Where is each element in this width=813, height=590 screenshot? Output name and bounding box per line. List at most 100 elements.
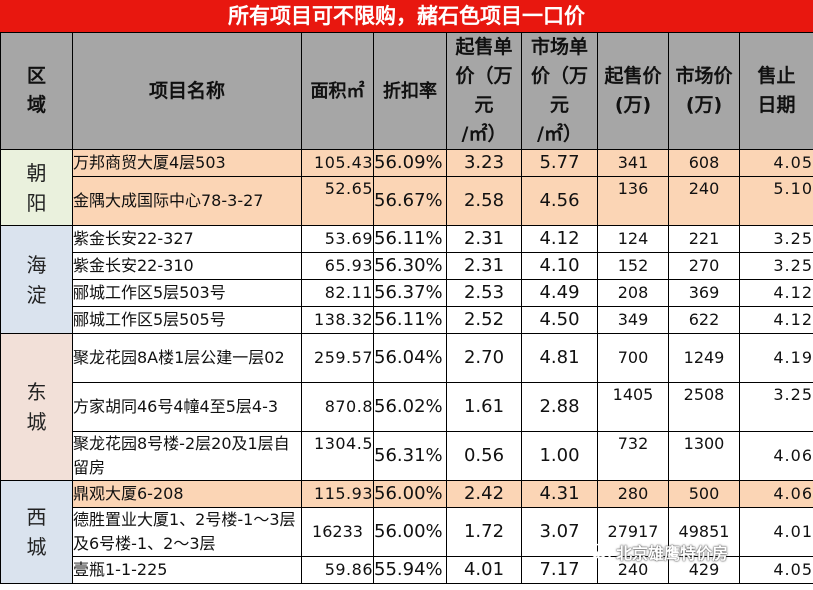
market-unit-cell: 4.81 xyxy=(521,333,598,383)
start-unit-cell: 1.61 xyxy=(446,382,522,432)
market-total-cell: 2508 xyxy=(668,382,740,432)
start-total-cell: 27917 xyxy=(597,507,669,557)
market-unit-cell: 3.07 xyxy=(521,507,598,557)
market-total-cell: 622 xyxy=(668,306,740,334)
project-name: 鼎观大厦6-208 xyxy=(72,480,302,508)
area-cell: 65.93 xyxy=(301,252,374,280)
header-name: 项目名称 xyxy=(72,32,302,150)
discount-cell: 56.37% xyxy=(373,279,447,307)
table-row: 金隅大成国际中心78-3-27 52.65 56.67% 2.58 4.56 1… xyxy=(1,176,813,226)
market-total-cell: 608 xyxy=(668,149,740,177)
market-unit-cell: 5.77 xyxy=(521,149,598,177)
market-total-cell: 369 xyxy=(668,279,740,307)
deadline-cell: 4.06 xyxy=(739,480,813,508)
header-area: 面积㎡ xyxy=(301,32,374,150)
table-row: 朝 阳 万邦商贸大厦4层503 105.43 56.09% 3.23 5.77 … xyxy=(0,149,813,226)
table-row: 壹瓶1-1-225 59.86 55.94% 4.01 7.17 240 429… xyxy=(1,556,813,584)
market-total-cell: 500 xyxy=(668,480,740,508)
project-name: 聚龙花园8号楼-2层20及1层自留房 xyxy=(72,431,302,481)
table-row: 东 城 聚龙花园8A楼1层公建一层02 259.57 56.04% 2.70 4… xyxy=(0,333,813,481)
start-unit-cell: 2.42 xyxy=(446,480,522,508)
project-name: 壹瓶1-1-225 xyxy=(72,556,302,584)
start-unit-cell: 4.01 xyxy=(446,556,522,584)
deadline-cell: 4.06 xyxy=(739,431,813,481)
table-row: 西 城 鼎观大厦6-208 115.93 56.00% 2.42 4.31 28… xyxy=(0,480,813,584)
watermark: 北京雄鹰特价房 xyxy=(590,541,728,563)
area-cell: 52.65 xyxy=(301,176,374,226)
start-total-cell: 208 xyxy=(597,279,669,307)
area-cell: 53.69 xyxy=(301,225,374,253)
discount-cell: 56.67% xyxy=(373,176,447,226)
start-total-cell: 732 xyxy=(597,431,669,481)
market-unit-cell: 1.00 xyxy=(521,431,598,481)
start-unit-cell: 2.31 xyxy=(446,252,522,280)
header-row: 区 域 项目名称 面积㎡ 折扣率 起售单 价（万 元 /㎡） 市场单 价（万 元… xyxy=(0,32,813,150)
market-unit-cell: 4.49 xyxy=(521,279,598,307)
market-total-cell: 49851 xyxy=(668,507,740,557)
deadline-cell: 3.25 xyxy=(739,252,813,280)
start-unit-cell: 2.52 xyxy=(446,306,522,334)
discount-cell: 56.09% xyxy=(373,149,447,177)
market-total-cell: 1300 xyxy=(668,431,740,481)
project-name: 紫金长安22-310 xyxy=(72,252,302,280)
discount-cell: 56.31% xyxy=(373,431,447,481)
project-name: 郦城工作区5层503号 xyxy=(72,279,302,307)
table-row: 郦城工作区5层503号 82.11 56.37% 2.53 4.49 208 3… xyxy=(1,279,813,307)
start-unit-cell: 0.56 xyxy=(446,431,522,481)
header-start-total: 起售价 (万) xyxy=(597,32,669,150)
deadline-cell: 5.10 xyxy=(739,176,813,226)
banner-title: 所有项目可不限购，赭石色项目一口价 xyxy=(0,0,813,32)
table-row: 德胜置业大厦1、2号楼-1～3层及6号楼-1、2～3层 16233 56.00%… xyxy=(1,507,813,557)
deadline-cell: 4.19 xyxy=(739,333,813,383)
market-unit-cell: 4.56 xyxy=(521,176,598,226)
deadline-cell: 4.05 xyxy=(739,149,813,177)
area-cell: 115.93 xyxy=(301,480,374,508)
table-row: 聚龙花园8号楼-2层20及1层自留房 1304.5 56.31% 0.56 1.… xyxy=(1,431,813,481)
start-total-cell: 124 xyxy=(597,225,669,253)
start-unit-cell: 2.70 xyxy=(446,333,522,383)
start-unit-cell: 1.72 xyxy=(446,507,522,557)
table-row: 方家胡同46号4幢4至5层4-3 870.8 56.02% 1.61 2.88 … xyxy=(1,382,813,432)
area-cell: 259.57 xyxy=(301,333,374,383)
start-unit-cell: 2.53 xyxy=(446,279,522,307)
start-total-cell: 280 xyxy=(597,480,669,508)
project-name: 紫金长安22-327 xyxy=(72,225,302,253)
market-total-cell: 221 xyxy=(668,225,740,253)
deadline-cell: 4.01 xyxy=(739,507,813,557)
market-unit-cell: 2.88 xyxy=(521,382,598,432)
area-cell: 59.86 xyxy=(301,556,374,584)
market-unit-cell: 4.31 xyxy=(521,480,598,508)
header-market-total: 市场价 (万) xyxy=(668,32,740,150)
wechat-icon xyxy=(590,543,612,560)
discount-cell: 56.11% xyxy=(373,225,447,253)
listing-table: 区 域 项目名称 面积㎡ 折扣率 起售单 价（万 元 /㎡） 市场单 价（万 元… xyxy=(0,32,813,584)
header-deadline: 售止 日期 xyxy=(739,32,813,150)
deadline-cell: 3.25 xyxy=(739,225,813,253)
start-total-cell: 341 xyxy=(597,149,669,177)
district-cell: 东 城 xyxy=(0,333,73,481)
area-cell: 138.32 xyxy=(301,306,374,334)
market-unit-cell: 4.50 xyxy=(521,306,598,334)
header-district: 区 域 xyxy=(0,32,73,150)
start-total-cell: 240 xyxy=(597,556,669,584)
district-cell: 西 城 xyxy=(0,480,73,584)
area-cell: 16233 xyxy=(301,507,374,557)
market-total-cell: 270 xyxy=(668,252,740,280)
project-name: 万邦商贸大厦4层503 xyxy=(72,149,302,177)
deadline-cell: 3.25 xyxy=(739,382,813,432)
area-cell: 82.11 xyxy=(301,279,374,307)
area-cell: 105.43 xyxy=(301,149,374,177)
district-cell: 朝 阳 xyxy=(0,149,73,226)
deadline-cell: 4.12 xyxy=(739,279,813,307)
table-row: 海 淀 紫金长安22-327 53.69 56.11% 2.31 4.12 12… xyxy=(0,225,813,334)
watermark-text: 北京雄鹰特价房 xyxy=(616,544,729,563)
header-start-unit: 起售单 价（万 元 /㎡） xyxy=(446,32,522,150)
discount-cell: 56.00% xyxy=(373,480,447,508)
table-row: 郦城工作区5层505号 138.32 56.11% 2.52 4.50 349 … xyxy=(1,306,813,334)
market-unit-cell: 4.12 xyxy=(521,225,598,253)
start-total-cell: 349 xyxy=(597,306,669,334)
discount-cell: 56.02% xyxy=(373,382,447,432)
area-cell: 870.8 xyxy=(301,382,374,432)
deadline-cell: 4.12 xyxy=(739,306,813,334)
discount-cell: 56.11% xyxy=(373,306,447,334)
